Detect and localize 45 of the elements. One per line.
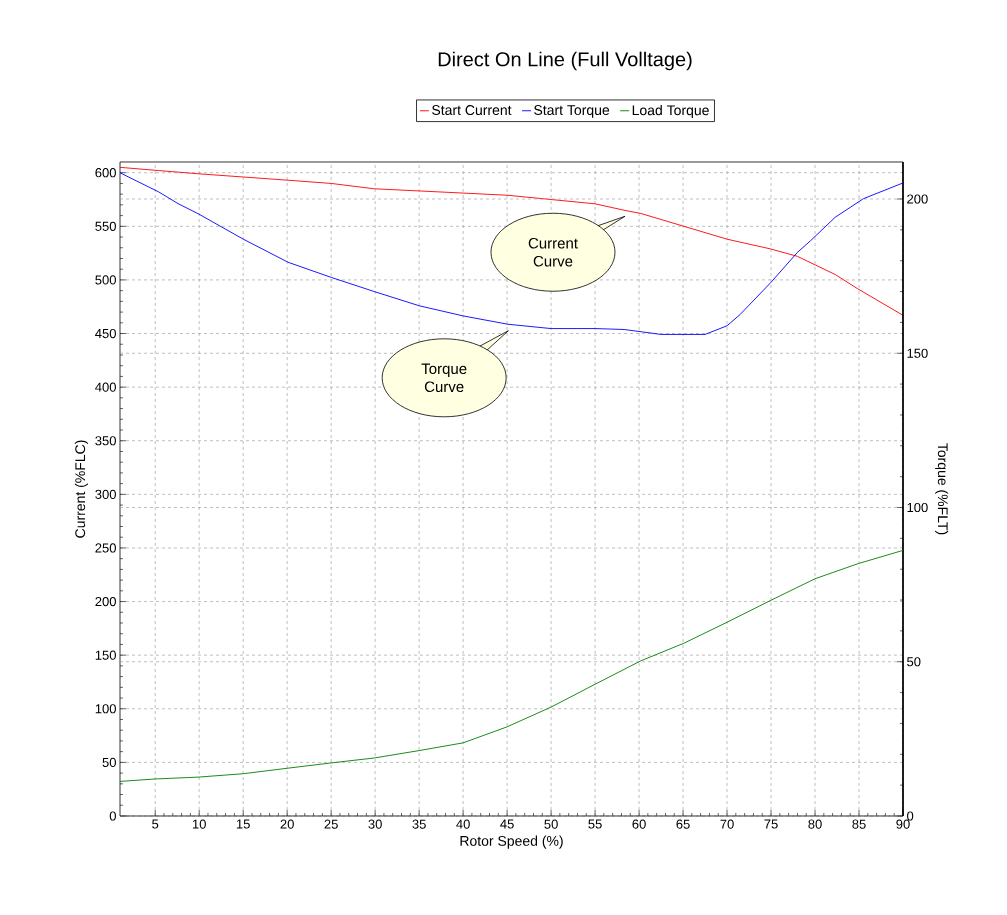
y-tick-label: 0 — [109, 811, 116, 821]
y-axis-title: Current (%FLC) — [74, 440, 88, 538]
x-tick-label: 30 — [368, 819, 382, 829]
x-axis-title: Rotor Speed (%) — [460, 835, 563, 849]
x-tick-label: 45 — [500, 819, 514, 829]
legend-label: Start Torque — [534, 105, 610, 118]
x-tick-label: 20 — [280, 819, 294, 829]
x-tick-label: 50 — [544, 819, 558, 829]
x-tick-label: 65 — [676, 819, 690, 829]
legend-label: Load Torque — [632, 104, 709, 118]
annotation: Torque Curve — [421, 363, 467, 393]
y-tick-label: 150 — [95, 650, 116, 660]
y2-tick-label: 200 — [907, 194, 928, 204]
y-tick-label: 350 — [95, 436, 116, 446]
y-tick-label: 100 — [95, 704, 116, 714]
x-tick-label: 40 — [456, 819, 470, 829]
y-tick-label: 550 — [95, 221, 116, 231]
y-tick-label: 600 — [95, 168, 116, 178]
y-tick-label: 300 — [95, 489, 116, 499]
y-tick-label: 450 — [95, 328, 116, 339]
x-tick-label: 75 — [764, 819, 778, 829]
x-tick-label: 80 — [808, 819, 822, 829]
chart-title: Direct On Line (Full Volltage) — [438, 51, 692, 71]
x-tick-label: 15 — [236, 819, 250, 829]
x-tick-label: 55 — [588, 819, 602, 829]
x-tick-label: 5 — [152, 819, 159, 829]
y2-tick-label: 100 — [907, 502, 928, 513]
y-tick-label: 400 — [95, 382, 116, 392]
y2-axis-title: Torque (%FLT) — [935, 443, 949, 535]
x-tick-label: 70 — [720, 819, 734, 829]
legend-label: Start Current — [432, 105, 512, 116]
y2-tick-label: 150 — [907, 348, 928, 358]
y-tick-label: 200 — [95, 596, 116, 607]
y2-tick-label: 0 — [907, 811, 914, 821]
x-tick-label: 35 — [412, 819, 426, 829]
x-tick-label: 90 — [896, 819, 910, 829]
y-tick-label: 250 — [95, 543, 116, 553]
line-series — [120, 549, 903, 782]
x-tick-label: 10 — [192, 819, 206, 829]
y-tick-label: 50 — [102, 757, 116, 767]
y2-tick-label: 50 — [907, 657, 921, 667]
x-tick-label: 25 — [324, 819, 338, 829]
y-tick-label: 500 — [95, 275, 116, 285]
x-tick-label: 60 — [632, 819, 646, 829]
x-tick-label: 85 — [852, 819, 866, 829]
